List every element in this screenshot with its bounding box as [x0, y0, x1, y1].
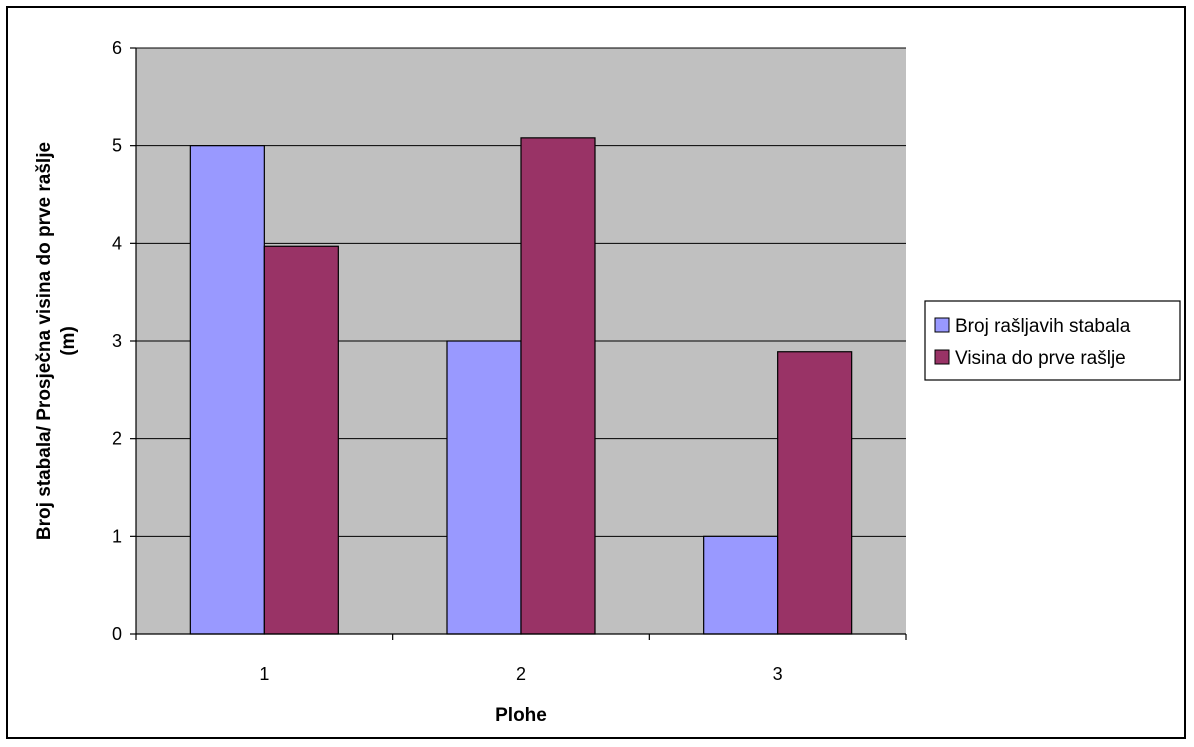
x-tick-label: 3: [773, 664, 783, 684]
x-tick-labels: 1 2 3: [259, 664, 782, 684]
legend-box: [924, 300, 1181, 381]
bar-series2-cat2: [520, 137, 596, 635]
y-tick-label: 2: [112, 429, 122, 449]
bar-series2-cat1: [263, 245, 339, 635]
x-tick-label: 2: [516, 664, 526, 684]
y-axis-title-line1: Broj stabala/ Prosječna visina do prve r…: [34, 142, 55, 540]
bar-series1-cat1: [189, 145, 265, 635]
legend-label-broj-rasljavih-stabala: Broj rašljavih stabala: [955, 316, 1131, 337]
y-tick-labels: 0 1 2 3 4 5 6: [112, 38, 122, 644]
bar-series1-cat3: [703, 535, 779, 635]
y-tick-label: 6: [112, 38, 122, 58]
y-axis-title: Broj stabala/ Prosječna visina do prve r…: [34, 142, 79, 540]
bar-series2-cat3: [777, 351, 853, 635]
x-axis-title: Plohe: [495, 705, 547, 726]
x-tick-label: 1: [259, 664, 269, 684]
legend-swatch-broj-rasljavih-stabala: [934, 317, 950, 333]
legend-label-visina-do-prve-raslje: Visina do prve rašlje: [955, 348, 1126, 369]
y-tick-label: 4: [112, 233, 122, 253]
y-tick-label: 0: [112, 624, 122, 644]
legend-swatch-visina-do-prve-raslje: [934, 349, 950, 365]
bars: [189, 137, 853, 635]
bar-series1-cat2: [446, 340, 522, 635]
y-tick-label: 5: [112, 136, 122, 156]
y-tick-label: 3: [112, 331, 122, 351]
y-axis-title-line2: (m): [58, 326, 79, 356]
legend: Broj rašljavih stabala Visina do prve ra…: [924, 300, 1181, 381]
axes: [130, 47, 907, 640]
y-tick-label: 1: [112, 526, 122, 546]
